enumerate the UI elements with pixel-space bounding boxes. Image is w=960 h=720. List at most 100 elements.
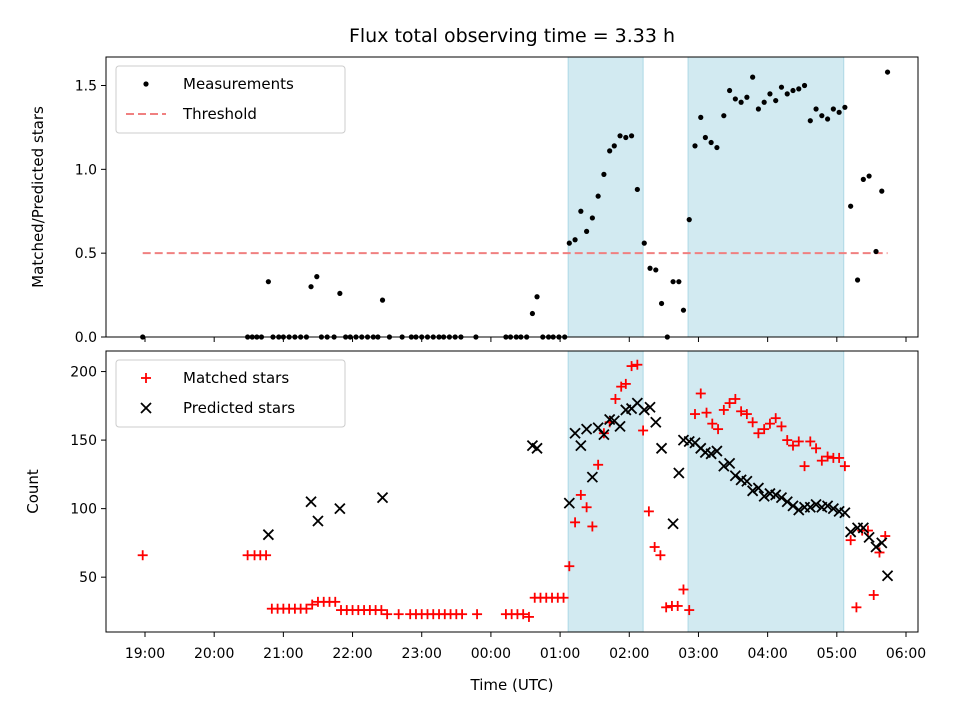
predicted-star-point bbox=[563, 497, 575, 509]
measurement-point bbox=[686, 217, 692, 223]
predicted-star-point bbox=[569, 427, 581, 439]
matched-star-point bbox=[593, 459, 604, 470]
measurement-point bbox=[658, 300, 665, 307]
predicted-star-point bbox=[575, 439, 587, 452]
predicted-star-point bbox=[821, 500, 834, 512]
measurement-point bbox=[778, 84, 785, 90]
matched-star-point bbox=[575, 489, 586, 500]
predicted-star-point bbox=[376, 492, 389, 504]
predicted-star-point bbox=[781, 496, 793, 508]
predicted-star-point bbox=[787, 500, 799, 512]
matched-star-point bbox=[736, 406, 747, 417]
predicted-star-point bbox=[667, 518, 679, 530]
matched-star-point bbox=[558, 592, 569, 603]
predicted-star-point bbox=[758, 490, 770, 502]
y-tick-label: 100 bbox=[70, 502, 97, 518]
matched-star-point bbox=[684, 605, 695, 616]
measurement-point bbox=[265, 279, 271, 285]
matched-star-point bbox=[753, 428, 764, 439]
matched-star-point bbox=[610, 393, 621, 404]
matched-star-point bbox=[764, 418, 775, 429]
x-tick-label: 03:00 bbox=[678, 646, 718, 662]
x-tick-label: 05:00 bbox=[817, 646, 857, 662]
predicted-star-point bbox=[747, 485, 759, 497]
top-panel-frame bbox=[105, 56, 919, 338]
measurement-point bbox=[607, 148, 613, 154]
matched-star-point bbox=[839, 461, 850, 472]
matched-star-point bbox=[672, 600, 683, 611]
predicted-star-point bbox=[810, 498, 822, 511]
measurement-point bbox=[680, 307, 687, 313]
measurement-point bbox=[595, 193, 601, 199]
matched-star-point bbox=[689, 409, 700, 420]
matched-star-point bbox=[724, 398, 735, 409]
measurement-point bbox=[589, 215, 595, 221]
matched-star-point bbox=[570, 517, 581, 528]
measurement-point bbox=[830, 106, 836, 112]
measurement-point bbox=[634, 186, 640, 193]
predicted-star-point bbox=[650, 416, 662, 428]
y-tick-label: 1.5 bbox=[75, 79, 97, 95]
matched-star-point bbox=[661, 602, 672, 613]
bottom-x-ticks: 19:00 20:00 21:00 22:00 23:00 00:00 01:00 02:00… bbox=[125, 632, 926, 662]
x-tick-label: 01:00 bbox=[540, 646, 580, 662]
measurement-point bbox=[708, 139, 714, 146]
legend-plus-marker bbox=[141, 373, 151, 383]
predicted-star-point bbox=[827, 502, 839, 515]
predicted-star-point bbox=[312, 515, 324, 527]
measurement-point bbox=[854, 277, 861, 283]
legend-item: Measurements bbox=[143, 75, 294, 93]
matched-star-point bbox=[718, 404, 729, 415]
matched-star-point bbox=[678, 584, 689, 595]
predicted-star-point bbox=[804, 501, 816, 513]
measurement-point bbox=[584, 228, 590, 234]
matched-stars-series bbox=[137, 359, 891, 622]
measurement-point bbox=[698, 114, 704, 120]
measurement-point bbox=[623, 134, 629, 141]
measurement-point bbox=[824, 116, 831, 122]
predicted-star-point bbox=[334, 502, 346, 515]
y-tick-label: 200 bbox=[70, 365, 97, 381]
measurement-point bbox=[784, 91, 790, 97]
measurement-point bbox=[848, 203, 854, 209]
measurement-point bbox=[534, 294, 540, 300]
matched-star-point bbox=[598, 428, 609, 439]
measurement-point bbox=[566, 240, 572, 246]
matched-star-point bbox=[759, 424, 770, 435]
legend-item: Threshold bbox=[126, 105, 257, 123]
matched-star-point bbox=[472, 609, 483, 620]
predicted-star-point bbox=[586, 471, 599, 483]
top-panel: 0.0 0.5 1.0 1.5 Matched/Predicted stars Mea… bbox=[29, 56, 919, 346]
x-tick-label: 06:00 bbox=[886, 646, 926, 662]
bottom-panel-frame bbox=[105, 350, 919, 633]
predicted-star-point bbox=[644, 401, 656, 413]
matched-star-point bbox=[770, 413, 781, 424]
matched-star-point bbox=[655, 550, 666, 561]
measurement-point bbox=[750, 74, 756, 80]
y-tick-label: 0.5 bbox=[75, 246, 97, 262]
measurement-point bbox=[879, 188, 885, 194]
measurement-point bbox=[529, 310, 536, 317]
predicted-star-point bbox=[614, 420, 626, 433]
matched-star-point bbox=[307, 599, 318, 610]
measurement-point bbox=[337, 290, 343, 297]
measurement-point bbox=[578, 208, 584, 214]
matched-star-point bbox=[788, 440, 799, 451]
matched-star-point bbox=[747, 417, 758, 428]
measurement-point bbox=[836, 109, 842, 115]
measurement-point bbox=[884, 69, 891, 75]
y-tick-label: 150 bbox=[70, 433, 97, 449]
matched-star-point bbox=[776, 421, 787, 432]
measurements-series bbox=[140, 69, 891, 340]
predicted-star-point bbox=[741, 475, 753, 487]
y-tick-label: 0.0 bbox=[75, 330, 97, 346]
matched-star-point bbox=[376, 605, 387, 616]
measurement-point bbox=[721, 113, 727, 119]
measurement-point bbox=[738, 99, 744, 105]
matched-star-point bbox=[851, 602, 862, 613]
predicted-star-point bbox=[770, 489, 782, 501]
measurement-point bbox=[807, 118, 813, 124]
predicted-star-point bbox=[598, 428, 610, 441]
top-y-ticks: 0.0 0.5 1.0 1.5 bbox=[75, 79, 106, 346]
matched-star-point bbox=[874, 547, 885, 558]
